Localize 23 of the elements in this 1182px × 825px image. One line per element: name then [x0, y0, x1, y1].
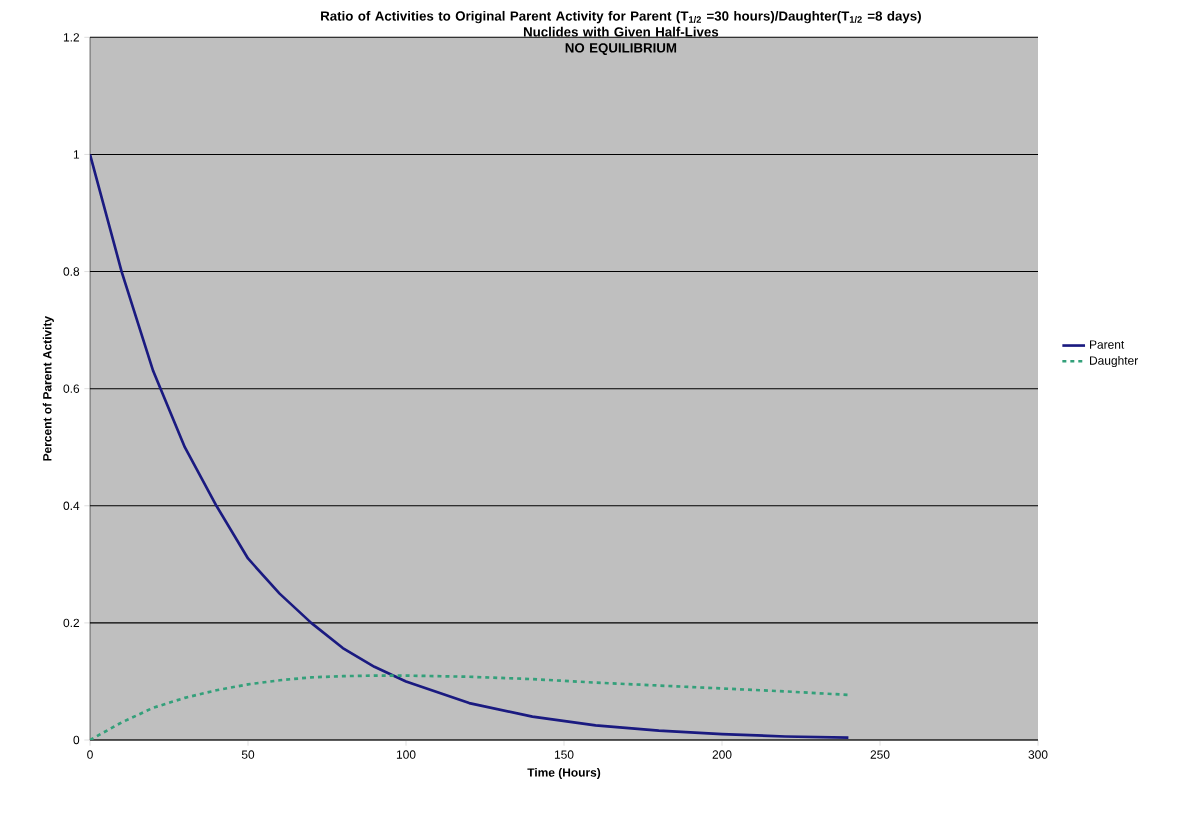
- legend-label: Daughter: [1090, 355, 1139, 368]
- x-tick-label: 200: [712, 750, 732, 759]
- y-tick-label: 0.8: [63, 267, 80, 276]
- x-tick-label: 100: [396, 750, 416, 759]
- x-tick-label: 150: [554, 750, 574, 759]
- line-series: [90, 674, 850, 740]
- chart-title: Ratio of Activities to Original Parent Activity for Parent (T$_{1/2}$ =30 hours)/Daughter(T$_{1/2}$ =8 days): [321, 10, 921, 24]
- line-series: [90, 153, 850, 739]
- y-tick-label: 0.2: [63, 618, 80, 628]
- y-tick-label: 1.2: [63, 33, 80, 42]
- y-tick-label: 0.6: [63, 384, 80, 393]
- x-axis-title: Time (Hours): [527, 767, 601, 780]
- x-tick-label: 250: [870, 750, 890, 759]
- x-tick-label: 0: [87, 750, 93, 759]
- x-tick-label: 50: [241, 750, 255, 759]
- chart-subtitle: Nuclides with Given Half-Lives: [523, 26, 719, 37]
- annotation: NO EQUILIBRIUM: [565, 43, 677, 56]
- y-axis-title: Percent of Parent Activity: [42, 315, 54, 461]
- legend-label: Parent: [1090, 340, 1125, 349]
- y-tick-label: 0.4: [63, 501, 80, 511]
- y-tick-label: 0: [73, 735, 80, 745]
- y-tick-label: 1: [73, 150, 80, 159]
- x-tick-label: 300: [1028, 750, 1048, 759]
